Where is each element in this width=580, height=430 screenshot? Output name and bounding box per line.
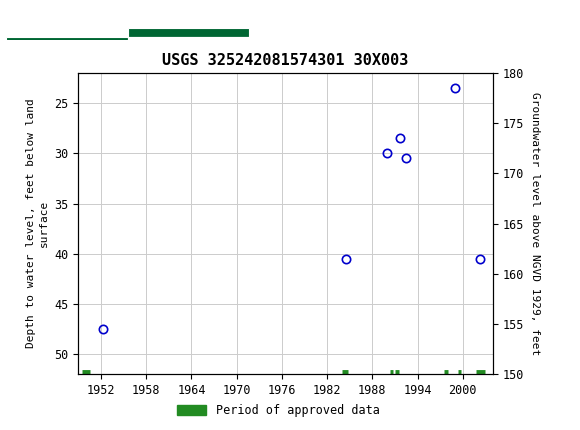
Title: USGS 325242081574301 30X003: USGS 325242081574301 30X003	[162, 53, 409, 68]
Y-axis label: Depth to water level, feet below land
surface: Depth to water level, feet below land su…	[26, 99, 49, 348]
Text: USGS: USGS	[32, 11, 87, 29]
Bar	[6, 37, 128, 45]
Legend: Period of approved data: Period of approved data	[172, 399, 385, 422]
Bar	[128, 28, 249, 37]
Text: ≋: ≋	[3, 10, 19, 30]
Y-axis label: Groundwater level above NGVD 1929, feet: Groundwater level above NGVD 1929, feet	[530, 92, 539, 355]
Bar	[6, 28, 128, 37]
Bar	[128, 37, 249, 45]
